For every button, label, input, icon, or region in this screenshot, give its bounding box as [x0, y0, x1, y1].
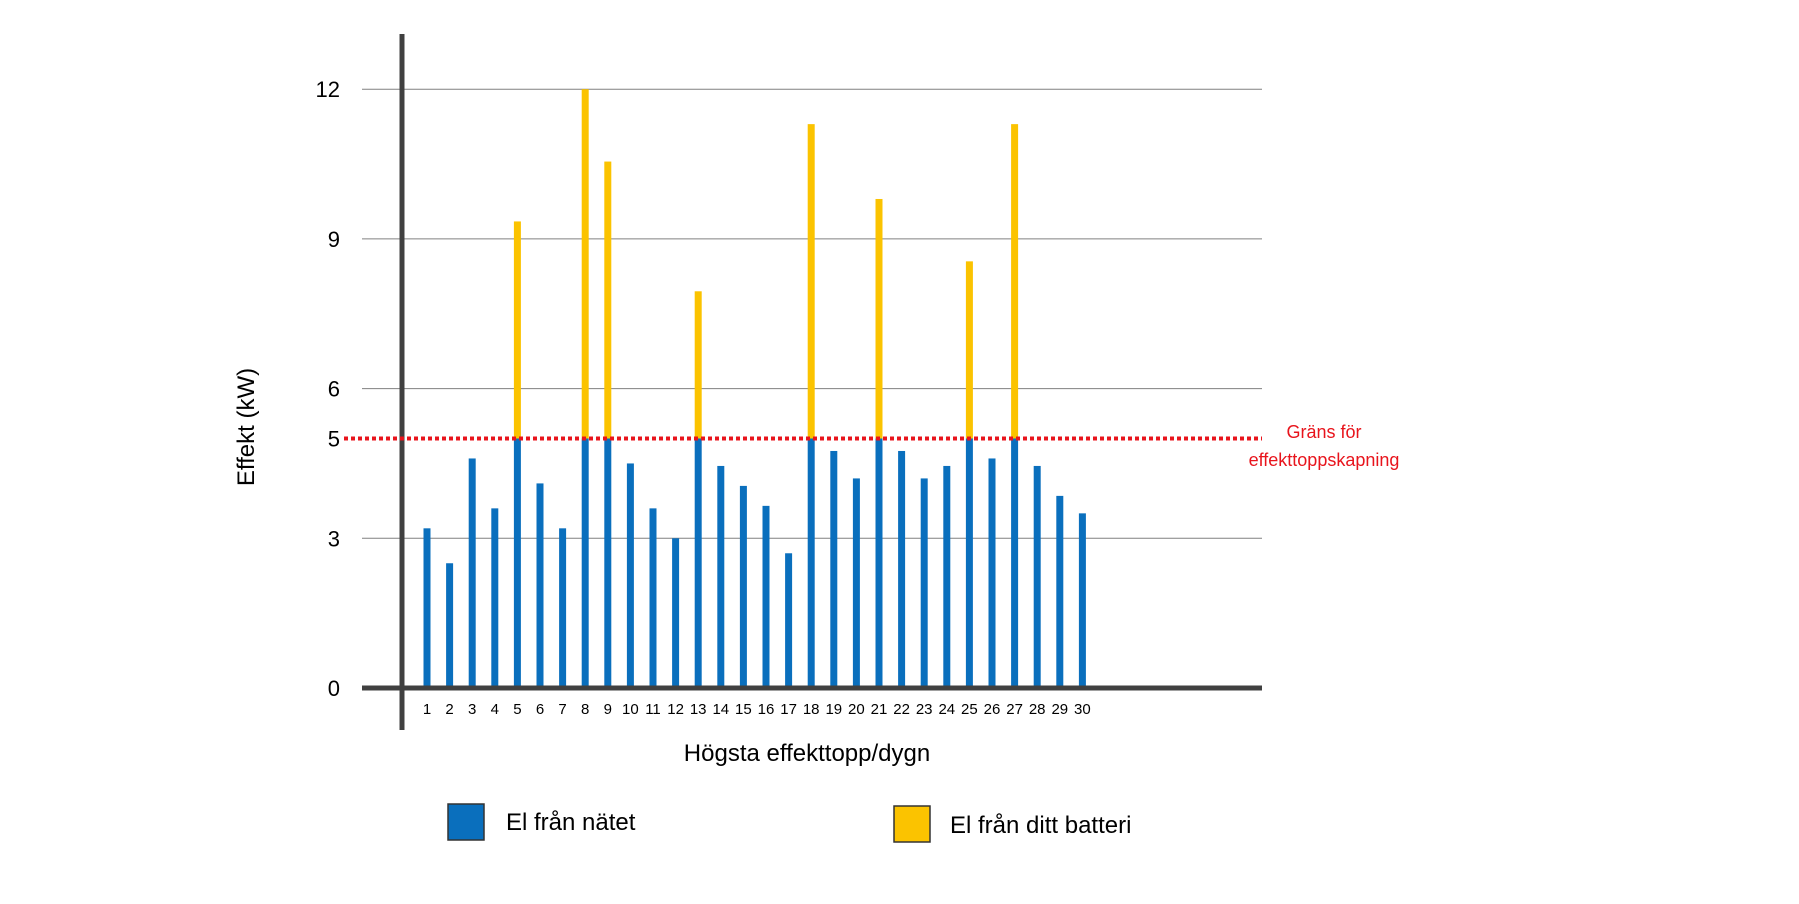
bar-battery-25 [965, 261, 973, 439]
bar-grid-25 [965, 438, 973, 688]
x-tick-5: 5 [513, 701, 521, 718]
x-tick-16: 16 [758, 701, 775, 718]
x-tick-26: 26 [984, 701, 1001, 718]
bar-grid-28 [1033, 465, 1041, 688]
legend-label-grid: El från nätet [506, 809, 636, 836]
x-tick-3: 3 [468, 701, 476, 718]
bar-grid-10 [626, 463, 634, 688]
bar-grid-17 [785, 553, 793, 688]
x-tick-24: 24 [938, 701, 955, 718]
threshold-label-line2: effekttoppskapning [1249, 450, 1400, 470]
x-tick-10: 10 [622, 701, 639, 718]
bar-grid-26 [988, 458, 996, 688]
axes [362, 34, 1262, 730]
bar-grid-29 [1056, 495, 1064, 688]
y-tick-3: 3 [328, 526, 340, 551]
bar-grid-8 [581, 438, 589, 688]
x-tick-29: 29 [1051, 701, 1068, 718]
bar-grid-7 [559, 528, 567, 688]
bar-battery-13 [694, 291, 702, 439]
x-tick-13: 13 [690, 701, 707, 718]
x-tick-7: 7 [558, 701, 566, 718]
x-tick-14: 14 [712, 701, 729, 718]
bar-battery-21 [875, 198, 883, 439]
x-tick-8: 8 [581, 701, 589, 718]
legend: El från nätet El från ditt batteri [447, 803, 1131, 843]
x-tick-6: 6 [536, 701, 544, 718]
threshold: Gräns för effekttoppskapning [344, 422, 1399, 470]
bar-grid-18 [807, 438, 815, 688]
bar-grid-15 [739, 485, 747, 688]
legend-label-battery: El från ditt batteri [950, 812, 1131, 839]
y-tick-5: 5 [328, 427, 340, 452]
bar-grid-20 [852, 478, 860, 688]
y-tick-0: 0 [328, 676, 340, 701]
bar-grid-24 [943, 465, 951, 688]
x-tick-2: 2 [445, 701, 453, 718]
x-tick-labels: 1 2 3 4 5 6 7 8 9 10 11 12 13 14 15 16 17 18 19 20 21 22 23 24 2… [423, 701, 1091, 718]
bars [423, 89, 1086, 688]
x-tick-27: 27 [1006, 701, 1023, 718]
bar-battery-8 [581, 89, 589, 439]
bar-grid-12 [672, 538, 680, 688]
x-tick-25: 25 [961, 701, 978, 718]
x-tick-23: 23 [916, 701, 933, 718]
bar-grid-21 [875, 438, 883, 688]
x-axis-title: Högsta effekttopp/dygn [684, 740, 930, 767]
bar-battery-5 [513, 221, 521, 439]
bar-grid-22 [898, 450, 906, 688]
x-tick-21: 21 [871, 701, 888, 718]
bar-grid-13 [694, 438, 702, 688]
bar-grid-19 [830, 450, 838, 688]
x-tick-9: 9 [604, 701, 612, 718]
bar-grid-16 [762, 505, 770, 688]
y-axis-title: Effekt (kW) [233, 368, 260, 486]
x-tick-15: 15 [735, 701, 752, 718]
bar-grid-27 [1011, 438, 1019, 688]
y-tick-6: 6 [328, 377, 340, 402]
y-tick-labels: 0 3 5 6 9 12 [316, 77, 340, 701]
x-tick-17: 17 [780, 701, 797, 718]
bar-grid-5 [513, 438, 521, 688]
bar-grid-2 [446, 563, 454, 688]
x-tick-19: 19 [825, 701, 842, 718]
bar-grid-3 [468, 458, 476, 688]
bar-grid-14 [717, 465, 725, 688]
x-tick-20: 20 [848, 701, 865, 718]
legend-swatch-battery [893, 805, 931, 843]
bar-battery-18 [807, 124, 815, 439]
x-tick-30: 30 [1074, 701, 1091, 718]
x-tick-11: 11 [645, 701, 661, 718]
threshold-label-line1: Gräns för [1286, 422, 1361, 442]
x-tick-18: 18 [803, 701, 820, 718]
bar-grid-30 [1078, 513, 1086, 688]
legend-swatch-grid [447, 803, 485, 841]
y-tick-12: 12 [316, 77, 340, 102]
x-tick-1: 1 [423, 701, 431, 718]
x-tick-28: 28 [1029, 701, 1046, 718]
bar-grid-23 [920, 478, 928, 688]
bar-grid-1 [423, 528, 431, 688]
bar-battery-9 [604, 161, 612, 439]
x-tick-22: 22 [893, 701, 910, 718]
bar-battery-27 [1011, 124, 1019, 439]
bar-grid-4 [491, 508, 499, 688]
y-tick-9: 9 [328, 227, 340, 252]
bar-grid-11 [649, 508, 657, 688]
x-tick-4: 4 [491, 701, 499, 718]
bar-grid-6 [536, 483, 544, 688]
x-tick-12: 12 [667, 701, 684, 718]
bar-grid-9 [604, 438, 612, 688]
